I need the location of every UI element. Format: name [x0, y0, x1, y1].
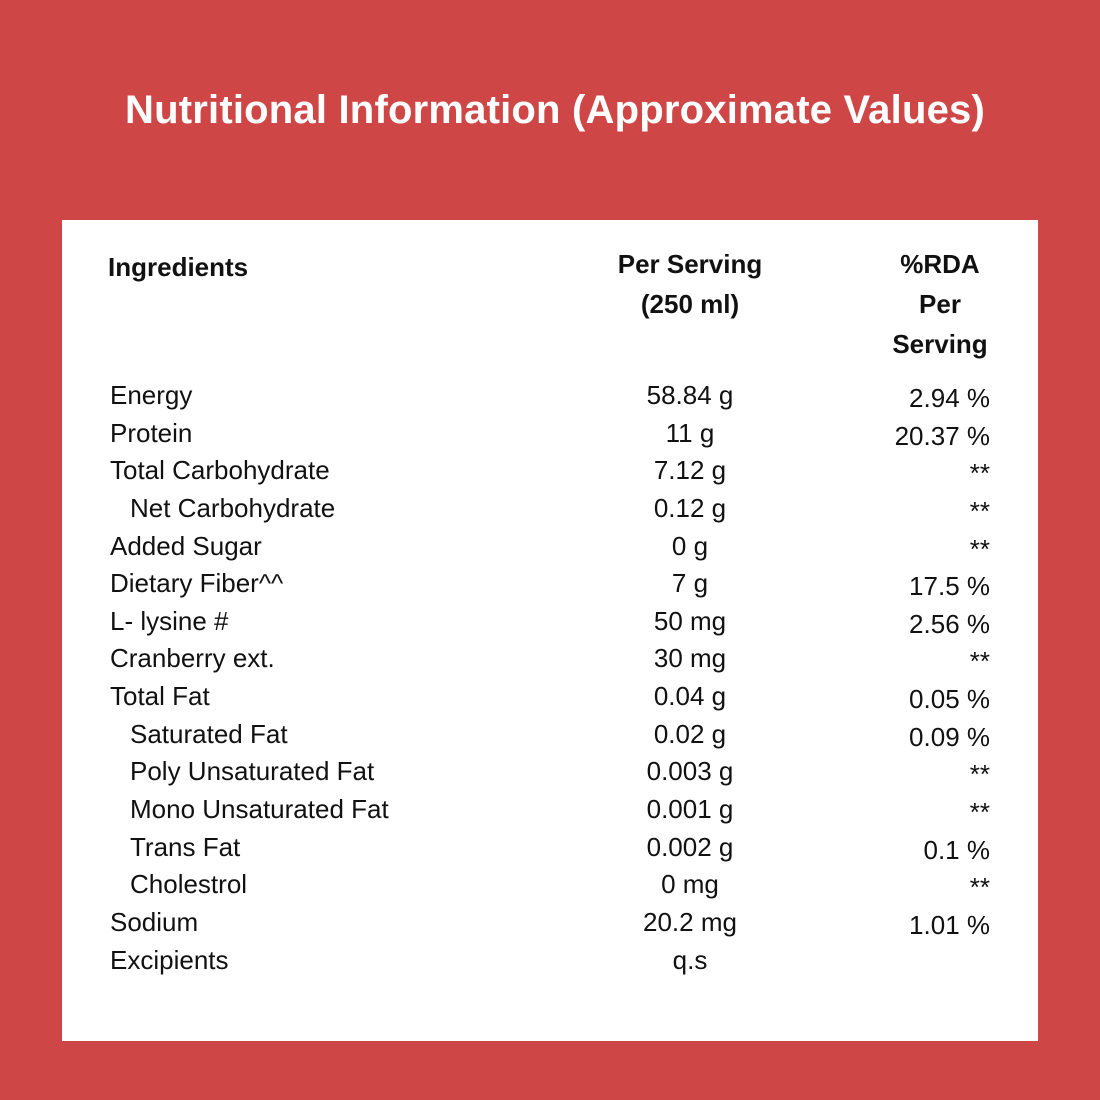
table-row: Poly Unsaturated Fat 0.003 g **: [62, 752, 1038, 790]
per-serving-value: 0.04 g: [653, 681, 727, 712]
table-body: Energy 58.84 g 2.94 % Protein 11 g 20.37 % Tot…: [62, 376, 1038, 978]
ingredient-name: Saturated Fat: [130, 718, 288, 749]
ingredient-name: L- lysine #: [110, 605, 229, 636]
ingredient-name: Trans Fat: [130, 831, 241, 862]
table-row: Trans Fat 0.002 g 0.1 %: [62, 828, 1038, 866]
per-serving-value: q.s: [672, 944, 708, 975]
rda-value: 1.01 %: [909, 909, 990, 940]
header-per-serving: Per Serving (250 ml): [592, 244, 788, 324]
per-serving-value: 0.003 g: [646, 756, 734, 787]
table-row: Total Carbohydrate 7.12 g **: [62, 451, 1038, 489]
ingredient-name: Dietary Fiber^^: [110, 568, 284, 599]
rda-value: **: [969, 458, 990, 489]
header-per-serving-line-1: Per Serving: [617, 249, 763, 279]
ingredient-name: Excipients: [110, 944, 229, 975]
per-serving-value: 0.12 g: [653, 492, 727, 523]
page-title: Nutritional Information (Approximate Val…: [125, 88, 985, 132]
header-rda-line-1: %RDA: [900, 249, 980, 279]
ingredient-name: Energy: [110, 380, 193, 410]
header-ingredients-label: Ingredients: [108, 252, 249, 282]
rda-value: 2.56 %: [909, 608, 990, 639]
rda-value: **: [969, 872, 990, 903]
table-row: Cranberry ext. 30 mg **: [62, 639, 1038, 677]
per-serving-value: 7.12 g: [653, 455, 727, 486]
header-per-serving-line-2: (250 ml): [640, 289, 740, 319]
ingredient-name: Total Carbohydrate: [110, 455, 330, 486]
per-serving-value: 7 g: [671, 568, 709, 599]
header-rda-line-3: Serving: [892, 329, 988, 359]
per-serving-value: 20.2 mg: [643, 906, 737, 937]
ingredient-name: Poly Unsaturated Fat: [130, 756, 375, 787]
rda-value: **: [969, 797, 990, 828]
per-serving-value: 11 g: [665, 417, 715, 448]
rda-value: 20.37 %: [894, 420, 990, 451]
ingredient-name: Added Sugar: [110, 530, 262, 561]
per-serving-value: 58.84 g: [646, 380, 734, 410]
table-row: Excipients q.s: [62, 941, 1038, 979]
table-row: Total Fat 0.04 g 0.05 %: [62, 677, 1038, 715]
table-row: L- lysine # 50 mg 2.56 %: [62, 602, 1038, 640]
table-row: Dietary Fiber^^ 7 g 17.5 %: [62, 564, 1038, 602]
nutrition-table: Ingredients Per Serving (250 ml) %RDA Pe…: [62, 220, 1038, 1041]
rda-value: **: [969, 759, 990, 790]
ingredient-name: Sodium: [110, 906, 199, 937]
ingredient-name: Protein: [110, 417, 193, 448]
rda-value: 0.1 %: [923, 834, 991, 865]
ingredient-name: Net Carbohydrate: [130, 492, 336, 523]
rda-value: **: [969, 646, 990, 677]
per-serving-value: 30 mg: [653, 643, 727, 674]
per-serving-value: 0.02 g: [653, 718, 727, 749]
ingredient-name: Cholestrol: [130, 869, 248, 900]
rda-value: 0.05 %: [909, 684, 990, 715]
header-rda: %RDA Per Serving: [870, 244, 1010, 364]
rda-value: **: [969, 495, 990, 526]
table-row: Sodium 20.2 mg 1.01 %: [62, 903, 1038, 941]
table-row: Cholestrol 0 mg **: [62, 865, 1038, 903]
rda-value: **: [969, 533, 990, 564]
per-serving-value: 0.001 g: [646, 794, 734, 825]
table-row: Mono Unsaturated Fat 0.001 g **: [62, 790, 1038, 828]
rda-value: 0.09 %: [909, 721, 990, 752]
ingredient-name: Mono Unsaturated Fat: [130, 794, 389, 825]
table-row: Energy 58.84 g 2.94 %: [62, 376, 1038, 414]
rda-value: 17.5 %: [909, 571, 990, 602]
ingredient-name: Total Fat: [110, 681, 210, 712]
per-serving-value: 0 mg: [661, 869, 719, 900]
header-ingredients: Ingredients: [108, 247, 248, 287]
table-row: Protein 11 g 20.37 %: [62, 414, 1038, 452]
header-rda-line-2: Per: [919, 289, 961, 319]
ingredient-name: Cranberry ext.: [110, 643, 275, 674]
table-row: Saturated Fat 0.02 g 0.09 %: [62, 715, 1038, 753]
table-row: Added Sugar 0 g **: [62, 527, 1038, 565]
rda-value: 2.94 %: [909, 383, 990, 413]
per-serving-value: 0 g: [671, 530, 709, 561]
per-serving-value: 0.002 g: [646, 831, 734, 862]
table-row: Net Carbohydrate 0.12 g **: [62, 489, 1038, 527]
per-serving-value: 50 mg: [653, 605, 727, 636]
